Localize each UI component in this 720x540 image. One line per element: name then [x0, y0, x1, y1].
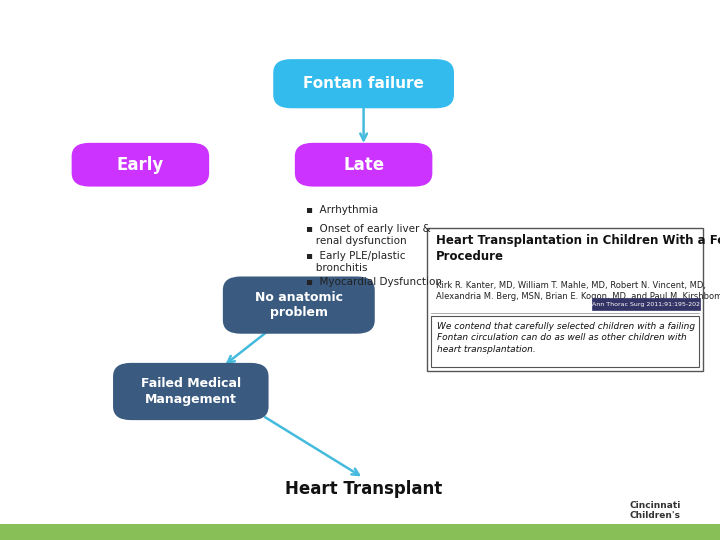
Text: ▪  Onset of early liver &
   renal dysfunction: ▪ Onset of early liver & renal dysfuncti…: [306, 224, 431, 246]
Bar: [0, 524, 720, 540]
FancyBboxPatch shape: [113, 363, 269, 420]
Text: Fontan failure: Fontan failure: [303, 76, 424, 91]
FancyBboxPatch shape: [72, 143, 209, 186]
Text: ▪  Arrhythmia: ▪ Arrhythmia: [306, 205, 378, 215]
FancyBboxPatch shape: [427, 228, 703, 371]
FancyBboxPatch shape: [295, 143, 432, 186]
FancyBboxPatch shape: [274, 59, 454, 108]
Text: No anatomic
problem: No anatomic problem: [255, 291, 343, 319]
Text: ▪  Myocardial Dysfunction: ▪ Myocardial Dysfunction: [306, 277, 442, 287]
Text: Kirk R. Kanter, MD, William T. Mahle, MD, Robert N. Vincent, MD,
Alexandria M. B: Kirk R. Kanter, MD, William T. Mahle, MD…: [436, 281, 720, 301]
Text: Early: Early: [117, 156, 164, 174]
Text: Heart Transplant: Heart Transplant: [285, 480, 442, 498]
Text: ▪  Early PLE/plastic
   bronchitis: ▪ Early PLE/plastic bronchitis: [306, 251, 405, 273]
Text: Ann Thorac Surg 2011;91:195-202: Ann Thorac Surg 2011;91:195-202: [592, 301, 700, 307]
FancyBboxPatch shape: [431, 316, 699, 367]
FancyBboxPatch shape: [223, 276, 374, 334]
Text: Late: Late: [343, 156, 384, 174]
Text: Heart Transplantation in Children With a Fontan
Procedure: Heart Transplantation in Children With a…: [436, 234, 720, 263]
FancyBboxPatch shape: [592, 298, 700, 310]
Text: Cincinnati
Children's: Cincinnati Children's: [629, 501, 681, 520]
Text: We contend that carefully selected children with a failing
Fontan circulation ca: We contend that carefully selected child…: [437, 322, 696, 354]
Text: Failed Medical
Management: Failed Medical Management: [140, 377, 241, 406]
